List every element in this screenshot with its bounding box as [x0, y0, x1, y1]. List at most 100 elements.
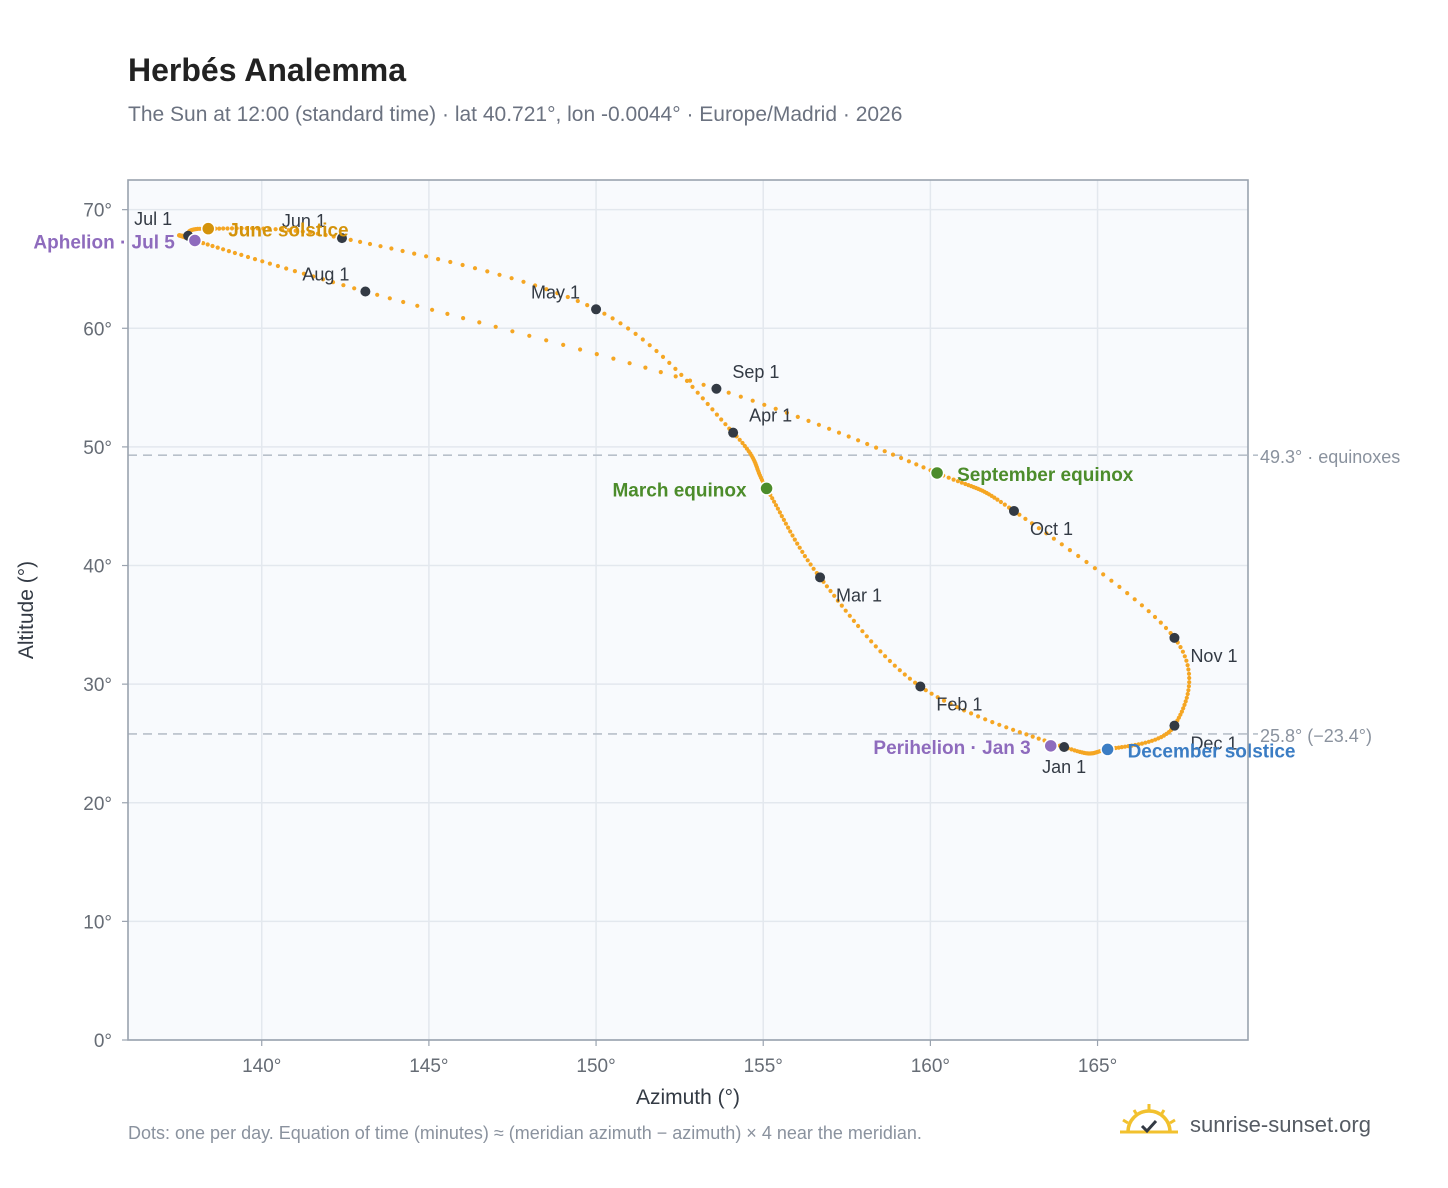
brand[interactable]: sunrise-sunset.org — [1120, 1100, 1420, 1150]
day-dot — [772, 499, 777, 504]
day-dot — [882, 449, 887, 454]
day-dot — [201, 241, 206, 246]
day-dot — [1051, 536, 1056, 541]
y-tick-label: 50° — [83, 438, 112, 459]
day-dot — [497, 272, 502, 277]
day-dot — [1152, 614, 1158, 620]
chart-title: Herbés Analemma — [128, 52, 407, 88]
day-dot — [995, 497, 1000, 502]
day-dot — [1036, 736, 1041, 741]
event-marker — [929, 465, 945, 481]
y-tick-label: 10° — [83, 912, 112, 933]
axes: 140° 145° 150° 155° 160° 165° 0° 10° 20° 30° 40° 50… — [83, 201, 1117, 1077]
plot-frame — [127, 179, 1249, 1041]
event-marker — [1043, 738, 1058, 754]
day-dot — [824, 584, 830, 589]
day-dot — [955, 705, 960, 710]
day-dot — [477, 320, 482, 325]
day-dot — [1126, 744, 1131, 749]
day-dot — [244, 226, 249, 231]
day-dot — [976, 714, 981, 719]
x-tick-label: 155° — [744, 1056, 783, 1077]
day-dot — [643, 365, 648, 370]
x-tick-label: 145° — [409, 1056, 448, 1077]
day-dot — [701, 382, 706, 387]
day-dot — [401, 299, 406, 305]
reference-lines: 49.3° · equinoxes 25.8° (−23.4°) — [128, 447, 1400, 746]
month-marker — [711, 383, 722, 394]
day-dot — [948, 701, 953, 707]
day-dot — [762, 402, 767, 407]
day-dot — [1029, 521, 1035, 526]
day-dot — [1044, 531, 1049, 536]
event-label: September equinox — [957, 465, 1134, 486]
day-dot — [633, 331, 638, 336]
day-dot — [705, 401, 710, 407]
day-dot — [300, 229, 305, 234]
day-dot — [832, 593, 837, 598]
day-dot — [679, 372, 684, 377]
day-dot — [555, 291, 560, 296]
y-axis-label: Altitude (°) — [15, 561, 38, 659]
day-dot — [445, 311, 450, 316]
y-tick-label: 40° — [83, 557, 112, 578]
day-dot — [255, 226, 260, 231]
day-dot — [1023, 516, 1028, 522]
day-dot — [544, 338, 549, 343]
day-dot — [797, 545, 802, 550]
day-dot — [737, 437, 742, 442]
day-dot — [1017, 512, 1022, 517]
day-dot — [1187, 675, 1192, 681]
day-dot — [389, 246, 394, 251]
y-tick-label: 20° — [83, 794, 112, 815]
day-dot — [827, 426, 832, 431]
event-marker — [1100, 742, 1115, 757]
month-label: Nov 1 — [1190, 646, 1237, 666]
day-dot — [1119, 745, 1124, 750]
day-dot — [902, 672, 907, 677]
month-marker — [1169, 632, 1180, 643]
day-dot — [1024, 732, 1029, 737]
day-dot — [997, 722, 1002, 727]
day-dot — [654, 348, 659, 354]
day-dot — [788, 529, 793, 534]
day-dot — [205, 242, 210, 247]
day-dot — [1011, 727, 1016, 732]
day-dot — [883, 654, 888, 659]
day-dot — [252, 257, 258, 262]
day-dot — [687, 378, 693, 383]
day-dot — [770, 496, 775, 501]
day-dot — [836, 430, 842, 435]
month-marker — [1059, 742, 1070, 753]
day-dot — [375, 292, 380, 297]
day-dot — [275, 263, 280, 269]
event-label: June solstice — [228, 221, 348, 242]
day-dot — [935, 695, 940, 700]
month-marker — [728, 427, 739, 438]
day-dot — [1059, 542, 1064, 547]
day-dot — [851, 618, 857, 624]
day-dot — [293, 228, 298, 233]
day-dot — [221, 226, 226, 231]
day-dot — [415, 303, 420, 308]
footnote: Dots: one per day. Equation of time (min… — [128, 1123, 922, 1143]
day-dot — [1186, 688, 1191, 693]
day-dot — [1133, 742, 1138, 748]
day-dot — [320, 277, 326, 282]
day-dot — [1153, 737, 1158, 742]
day-dot — [594, 352, 599, 357]
day-dot — [1158, 620, 1163, 625]
day-dot — [215, 245, 220, 250]
month-label: Jul 1 — [134, 209, 172, 229]
day-dot — [726, 390, 731, 395]
x-tick-label: 140° — [242, 1056, 281, 1077]
day-dot — [914, 462, 919, 467]
day-dot — [618, 321, 623, 326]
day-dot — [874, 445, 879, 450]
day-dot — [273, 227, 278, 232]
event-markers: June solstice Aphelion · Jul 5 March equin… — [33, 221, 1295, 763]
day-dot — [261, 226, 266, 231]
day-dot — [234, 226, 239, 231]
day-dot — [990, 720, 995, 725]
day-dot — [865, 441, 870, 447]
